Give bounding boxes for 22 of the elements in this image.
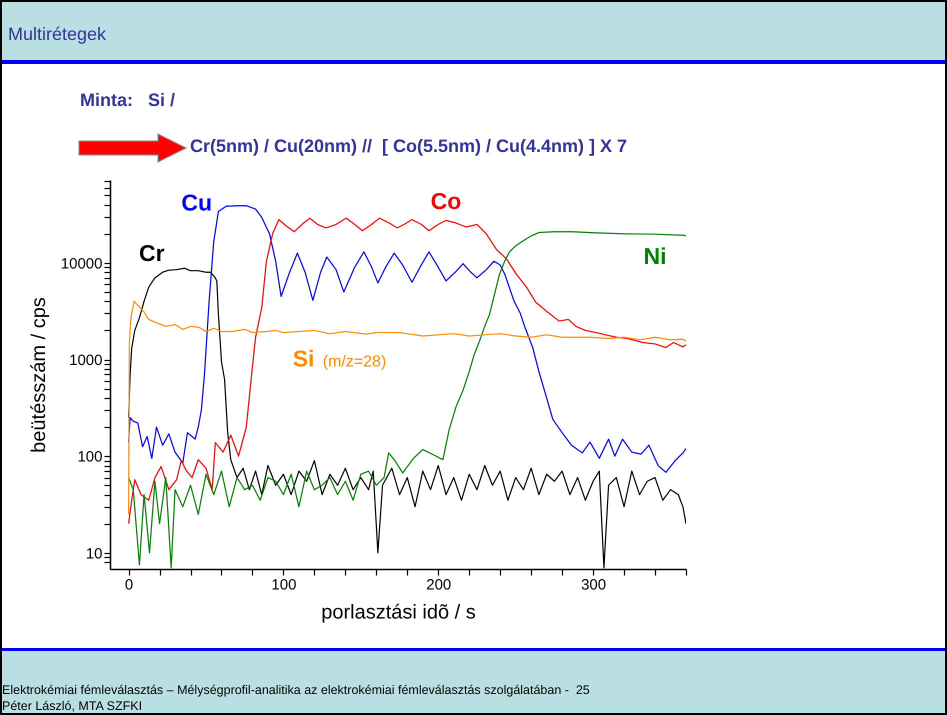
text: Elektrokémiai fémleválasztás – Mélységprofil-analitika az elektrokémiai fémleválasztás szolgálatában - 25 bbox=[2, 683, 590, 697]
line-series bbox=[128, 218, 686, 524]
series-label: Cr bbox=[139, 240, 165, 266]
series-label: Cu bbox=[181, 190, 212, 216]
series-label: Ni bbox=[644, 242, 667, 269]
x-tick-label: 300 bbox=[581, 576, 606, 594]
x-tick-label: 100 bbox=[271, 576, 296, 594]
text: Péter László, MTA SZFKI bbox=[2, 699, 142, 713]
text: Cr(5nm) / Cu(20nm) // [ Co(5.5nm) / Cu(4.4nm) ] X 7 bbox=[190, 136, 628, 157]
y-tick-label: 1000 bbox=[69, 352, 102, 370]
y-axis-title: beütésszám / cps bbox=[28, 297, 50, 453]
chart-subtitle: Minta: Si / bbox=[80, 90, 176, 111]
x-axis-title: porlasztási idõ / s bbox=[321, 602, 476, 624]
text: Si (m/z=28) bbox=[292, 346, 386, 372]
y-tick-label: 10 bbox=[86, 545, 102, 562]
chart-title: Multirétegek bbox=[8, 24, 106, 45]
y-tick-label: 10000 bbox=[60, 255, 102, 272]
line-series bbox=[128, 300, 686, 515]
x-tick-label: 200 bbox=[426, 576, 452, 594]
y-tick-label: 100 bbox=[77, 448, 102, 466]
series-label: Co bbox=[430, 188, 462, 214]
x-tick-label: 0 bbox=[124, 576, 134, 594]
